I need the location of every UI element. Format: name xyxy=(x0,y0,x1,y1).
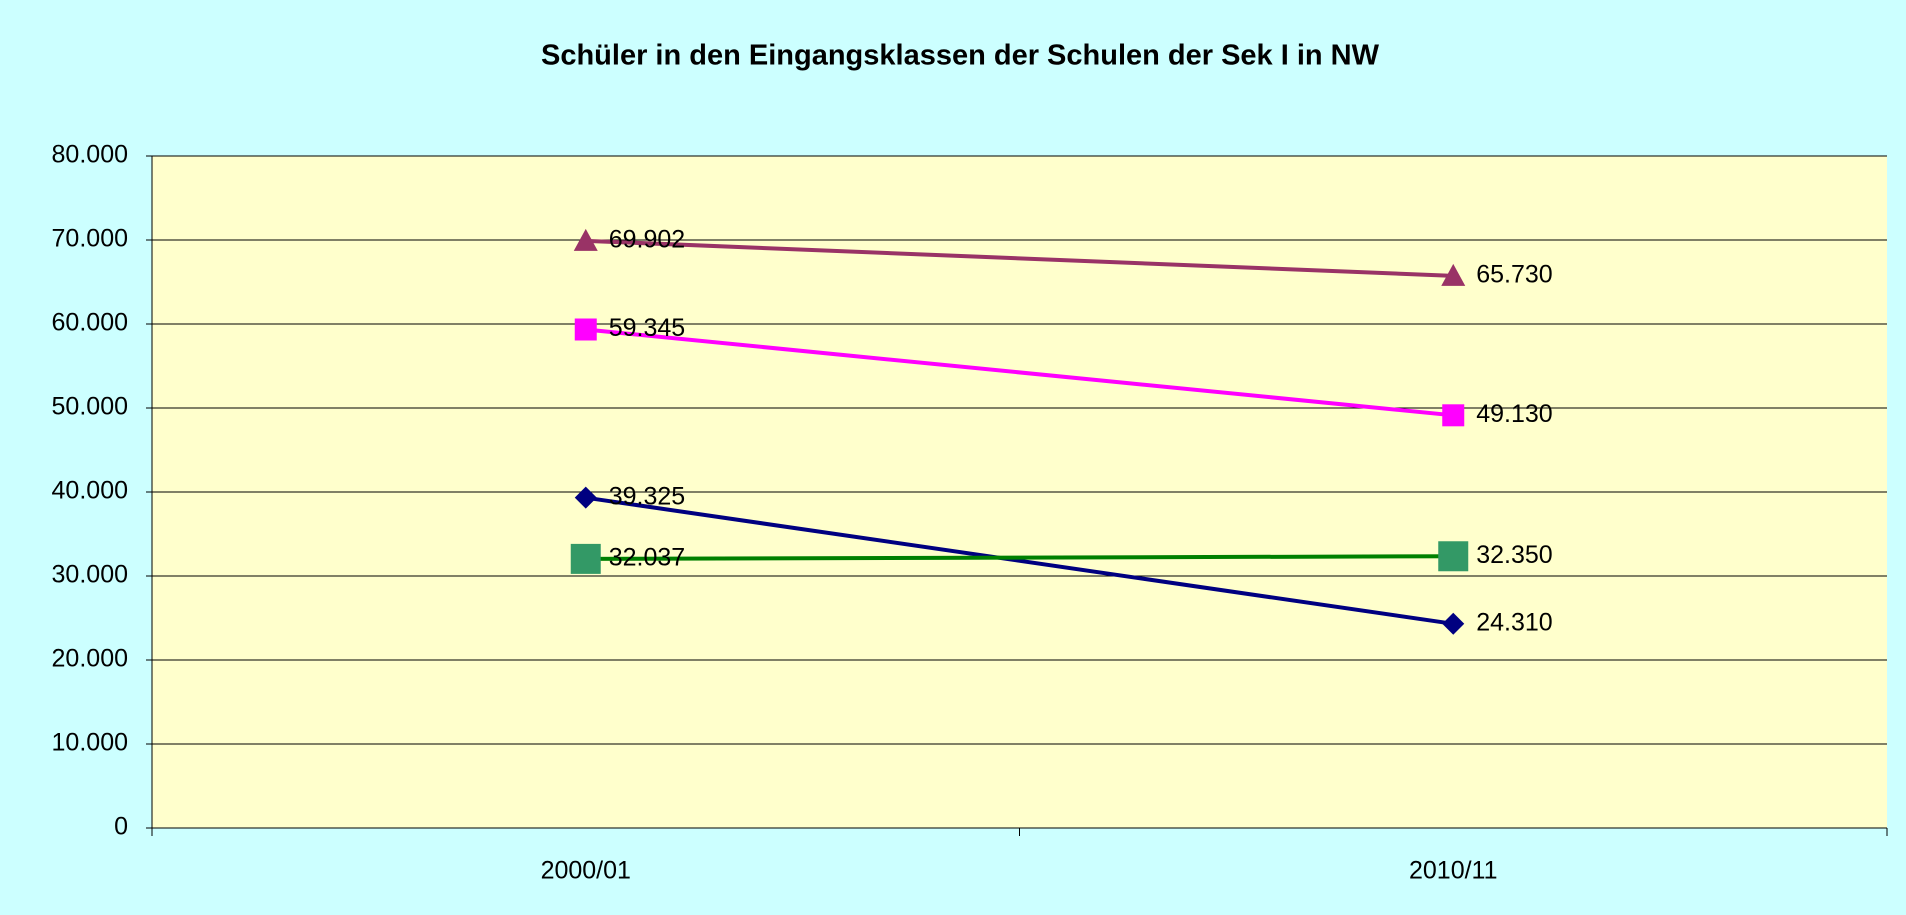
y-tick-label: 40.000 xyxy=(52,477,128,505)
y-tick-label: 80.000 xyxy=(52,141,128,169)
y-tick-label: 70.000 xyxy=(52,225,128,253)
marker xyxy=(1442,612,1465,635)
y-tick-label: 0 xyxy=(114,813,128,841)
data-label: 24.310 xyxy=(1476,608,1552,636)
series-line xyxy=(585,238,1454,278)
y-tick-label: 50.000 xyxy=(52,393,128,421)
marker xyxy=(570,543,601,574)
y-tick-label: 60.000 xyxy=(52,309,128,337)
series-line xyxy=(585,554,1454,561)
data-label: 65.730 xyxy=(1476,260,1552,288)
data-label: 32.037 xyxy=(609,543,685,571)
data-label: 39.325 xyxy=(609,482,685,510)
chart-title: Schüler in den Eingangsklassen der Schul… xyxy=(541,40,1380,72)
series-line xyxy=(585,327,1454,418)
marker xyxy=(574,486,597,509)
data-label: 59.345 xyxy=(609,314,685,342)
data-label: 49.130 xyxy=(1476,400,1552,428)
series-line xyxy=(585,495,1454,626)
marker xyxy=(1438,541,1469,572)
y-tick-label: 10.000 xyxy=(52,729,128,757)
marker xyxy=(1442,404,1465,427)
data-label: 69.902 xyxy=(609,225,685,253)
marker xyxy=(573,228,598,251)
y-tick-label: 30.000 xyxy=(52,561,128,589)
data-label: 32.350 xyxy=(1476,541,1552,569)
marker xyxy=(1441,263,1466,286)
y-tick-label: 20.000 xyxy=(52,645,128,673)
x-tick-label: 2000/01 xyxy=(541,857,631,885)
marker xyxy=(574,318,597,341)
x-tick-label: 2010/11 xyxy=(1409,857,1498,885)
